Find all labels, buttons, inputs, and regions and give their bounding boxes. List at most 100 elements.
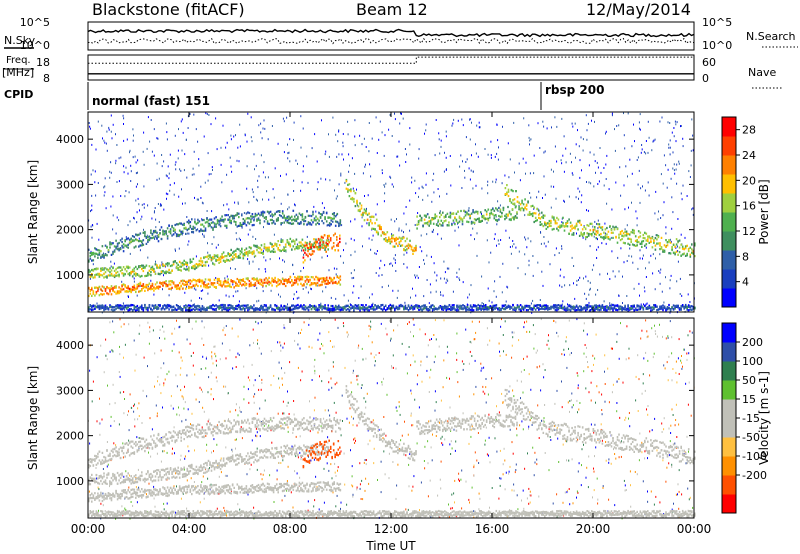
echo-cell (443, 220, 446, 223)
echo-cell (254, 307, 257, 310)
scatter-cell (575, 143, 577, 146)
scatter-cell (442, 294, 444, 297)
echo-cell (181, 279, 184, 282)
echo-cell (250, 220, 252, 223)
echo-cell (581, 228, 584, 231)
echo-cell (298, 247, 301, 250)
scatter-cell (296, 297, 298, 300)
echo-cell (191, 227, 193, 231)
echo-cell (188, 285, 190, 288)
echo-cell (565, 225, 567, 228)
echo-cell (116, 242, 119, 245)
echo-cell (347, 304, 349, 307)
echo-cell (112, 306, 114, 309)
echo-cell (333, 276, 335, 279)
echo-cell (153, 267, 155, 271)
echo-cell (169, 230, 172, 233)
echo-cell (200, 308, 202, 311)
echo-cell (507, 214, 509, 217)
scatter-cell (89, 125, 91, 128)
scatter-cell (138, 203, 140, 206)
echo-cell (637, 240, 640, 244)
echo-cell (133, 246, 136, 249)
echo-cell (310, 276, 313, 279)
echo-cell (227, 218, 229, 221)
echo-cell (222, 283, 225, 286)
scatter-cell (469, 118, 471, 121)
echo-cell (269, 305, 272, 308)
echo-cell (163, 304, 166, 307)
scatter-cell (146, 234, 148, 237)
scatter-cell (391, 233, 393, 236)
echo-cell (429, 221, 432, 224)
echo-cell (302, 249, 305, 252)
echo-cell (353, 197, 355, 201)
scatter-cell (147, 204, 149, 207)
echo-cell (668, 240, 670, 243)
echo-cell (674, 245, 676, 248)
echo-cell (398, 307, 401, 310)
echo-cell (336, 236, 338, 239)
echo-cell (101, 285, 104, 288)
echo-cell (191, 280, 193, 283)
echo-cell (669, 309, 672, 312)
echo-cell (165, 285, 167, 288)
scatter-cell (394, 118, 396, 121)
echo-cell (324, 248, 326, 251)
scatter-cell (457, 119, 459, 122)
colorbar-segment (722, 288, 736, 308)
scatter-cell (658, 270, 660, 272)
scatter-cell (587, 122, 589, 125)
echo-cell (328, 216, 331, 219)
echo-cell (227, 281, 229, 284)
echo-cell (577, 307, 579, 310)
scatter-cell (112, 123, 114, 126)
scatter-cell (121, 280, 123, 283)
scatter-cell (104, 191, 106, 194)
scatter-cell (354, 250, 356, 253)
echo-cell (221, 306, 223, 309)
echo-cell (191, 218, 193, 221)
scatter-cell (271, 215, 273, 218)
echo-cell (306, 210, 308, 213)
echo-cell (486, 306, 488, 309)
scatter-cell (666, 186, 668, 189)
echo-cell (621, 234, 623, 237)
scatter-cell (126, 138, 128, 141)
scatter-cell (605, 163, 607, 166)
scatter-cell (507, 142, 509, 145)
echo-cell (222, 306, 225, 309)
scatter-cell (287, 303, 288, 306)
echo-cell (219, 280, 222, 283)
echo-cell (458, 220, 461, 223)
echo-cell (324, 246, 326, 250)
echo-cell (212, 303, 214, 307)
echo-cell (145, 306, 148, 309)
echo-cell (268, 283, 270, 286)
echo-cell (186, 309, 189, 312)
echo-cell (506, 306, 508, 309)
echo-cell (513, 216, 515, 219)
echo-cell (627, 237, 629, 240)
scatter-cell (459, 165, 461, 168)
scatter-cell (343, 294, 345, 297)
echo-cell (265, 285, 267, 288)
echo-cell (551, 306, 554, 309)
scatter-cell (292, 311, 294, 314)
scatter-cell (389, 263, 391, 266)
scatter-cell (691, 208, 693, 211)
echo-cell (531, 214, 534, 218)
scatter-cell (560, 268, 562, 271)
scatter-cell (359, 134, 361, 137)
echo-cell (470, 220, 473, 223)
echo-cell (342, 306, 345, 309)
echo-cell (207, 306, 210, 309)
echo-cell (427, 308, 429, 311)
echo-cell (666, 244, 669, 247)
scatter-cell (340, 172, 342, 175)
scatter-cell (147, 256, 149, 259)
scatter-cell (161, 263, 163, 266)
echo-cell (527, 213, 529, 216)
scatter-cell (652, 140, 654, 143)
echo-cell (431, 308, 434, 311)
